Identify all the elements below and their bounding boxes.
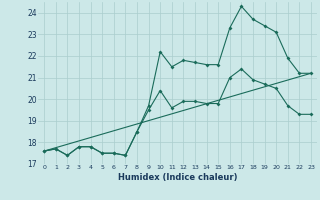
- X-axis label: Humidex (Indice chaleur): Humidex (Indice chaleur): [118, 173, 237, 182]
